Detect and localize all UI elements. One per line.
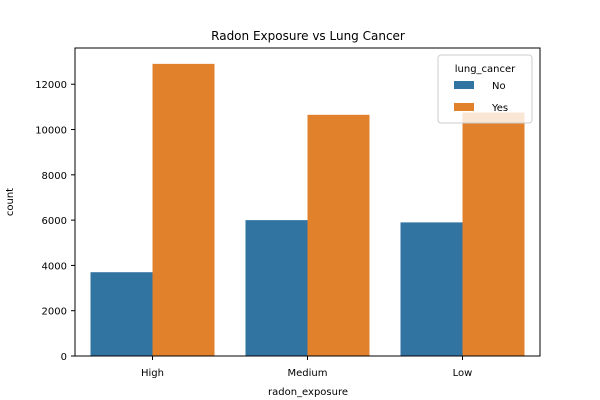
bars-group bbox=[90, 63, 525, 357]
chart-title: Radon Exposure vs Lung Cancer bbox=[211, 29, 405, 43]
y-ticks: 0 2000 4000 6000 8000 10000 12000 bbox=[35, 80, 75, 363]
legend-label-no: No bbox=[492, 81, 506, 92]
y-tick-label: 8000 bbox=[42, 171, 67, 182]
bar-high-yes bbox=[152, 63, 215, 357]
y-tick-label: 2000 bbox=[42, 307, 67, 318]
legend-swatch-yes bbox=[454, 103, 474, 111]
y-tick-label: 6000 bbox=[42, 216, 67, 227]
bar-high-no bbox=[90, 272, 153, 356]
x-tick-label: High bbox=[141, 368, 164, 379]
legend-title: lung_cancer bbox=[455, 64, 516, 75]
plot-frame bbox=[74, 47, 541, 357]
legend-swatch-no bbox=[454, 81, 474, 89]
y-tick-label: 12000 bbox=[35, 80, 67, 91]
x-ticks: High Medium Low bbox=[141, 356, 472, 379]
legend-label-yes: Yes bbox=[491, 103, 508, 114]
y-tick-label: 0 bbox=[61, 352, 67, 363]
x-axis-label: radon_exposure bbox=[268, 387, 348, 398]
y-tick-label: 4000 bbox=[42, 261, 67, 272]
bar-low-yes bbox=[462, 112, 525, 356]
bar-medium-no bbox=[245, 220, 308, 356]
legend: lung_cancer No Yes bbox=[437, 54, 533, 124]
bar-medium-yes bbox=[307, 114, 370, 356]
x-tick-label: Low bbox=[453, 368, 473, 379]
bar-low-no bbox=[400, 222, 463, 356]
y-tick-label: 10000 bbox=[35, 126, 67, 137]
x-tick-label: Medium bbox=[288, 368, 328, 379]
y-axis-label: count bbox=[5, 188, 16, 216]
